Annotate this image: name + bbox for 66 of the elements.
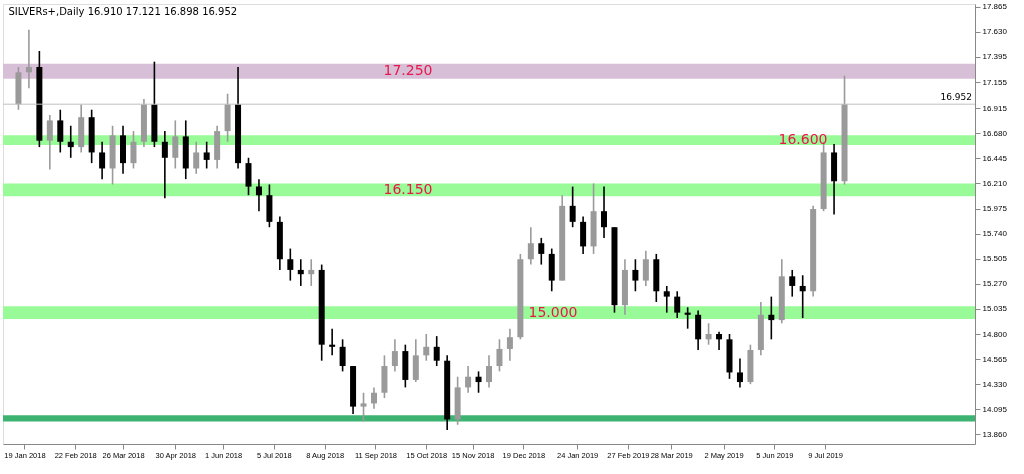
candlestick	[465, 365, 472, 394]
candlestick	[569, 185, 576, 228]
band-label: 16.150	[383, 180, 433, 197]
candlestick	[601, 185, 608, 239]
y-tick-label: 15.505	[982, 254, 1008, 264]
y-tick-label: 17.865	[982, 2, 1008, 12]
y-tick-label: 15.975	[982, 204, 1008, 214]
y-tick-label: 15.270	[982, 279, 1008, 289]
candlestick	[99, 140, 106, 180]
y-tick-label: 13.860	[982, 429, 1008, 439]
candlestick	[172, 119, 179, 170]
y-tick-label: 15.035	[982, 304, 1008, 314]
candlestick	[308, 258, 315, 287]
candlestick	[255, 178, 262, 212]
candlestick	[391, 338, 398, 373]
candlestick	[496, 338, 503, 373]
candlestick	[297, 258, 304, 287]
candlestick	[663, 285, 670, 314]
candlestick	[632, 258, 639, 293]
candlestick	[193, 140, 200, 175]
candlestick	[25, 28, 32, 90]
chart-title: SILVERs+,Daily 16.910 17.121 16.898 16.952	[8, 5, 238, 17]
candlestick	[768, 295, 775, 341]
y-tick-label: 17.395	[982, 52, 1008, 62]
candlestick	[203, 140, 210, 170]
candlestick	[339, 338, 346, 373]
y-tick-label: 16.680	[982, 128, 1008, 138]
candlestick	[423, 333, 430, 362]
band-label: 16.600	[778, 131, 828, 148]
candlestick	[527, 226, 534, 266]
candlestick	[245, 156, 252, 196]
candlestick	[475, 370, 482, 394]
y-tick-label: 14.330	[982, 379, 1008, 389]
ref-line-label: 16.952	[940, 92, 972, 103]
band-label: 15.000	[528, 303, 578, 320]
y-tick-label: 16.445	[982, 153, 1008, 163]
candlestick	[538, 237, 545, 266]
candlestick	[486, 354, 492, 389]
candlestick	[161, 130, 168, 200]
candlestick	[433, 335, 440, 367]
candlestick	[799, 274, 806, 319]
candlestick	[329, 327, 336, 357]
y-tick-label: 14.095	[982, 404, 1008, 414]
candlestick	[674, 290, 681, 319]
candlestick	[716, 331, 723, 351]
candlestick	[684, 306, 691, 330]
candlestick	[287, 247, 294, 282]
candlestick	[130, 130, 137, 170]
candlestick	[789, 269, 796, 298]
y-tick-label: 17.155	[982, 78, 1008, 87]
candlestick	[57, 108, 64, 154]
candlestick	[705, 322, 712, 346]
y-tick-label: 14.800	[982, 329, 1008, 339]
candlestick	[360, 391, 367, 423]
candlestick	[506, 327, 513, 362]
candlestick	[370, 386, 377, 410]
candlestick	[67, 124, 74, 159]
y-tick-label: 16.210	[982, 178, 1008, 188]
y-tick-label: 16.915	[982, 103, 1008, 113]
candlestick	[642, 249, 649, 287]
y-tick-label: 17.630	[982, 27, 1008, 37]
candlestick	[46, 114, 53, 171]
y-tick-label: 14.565	[982, 354, 1008, 364]
y-tick-label: 15.740	[982, 229, 1008, 239]
candlestick	[736, 357, 743, 389]
band-label: 17.250	[383, 62, 433, 79]
